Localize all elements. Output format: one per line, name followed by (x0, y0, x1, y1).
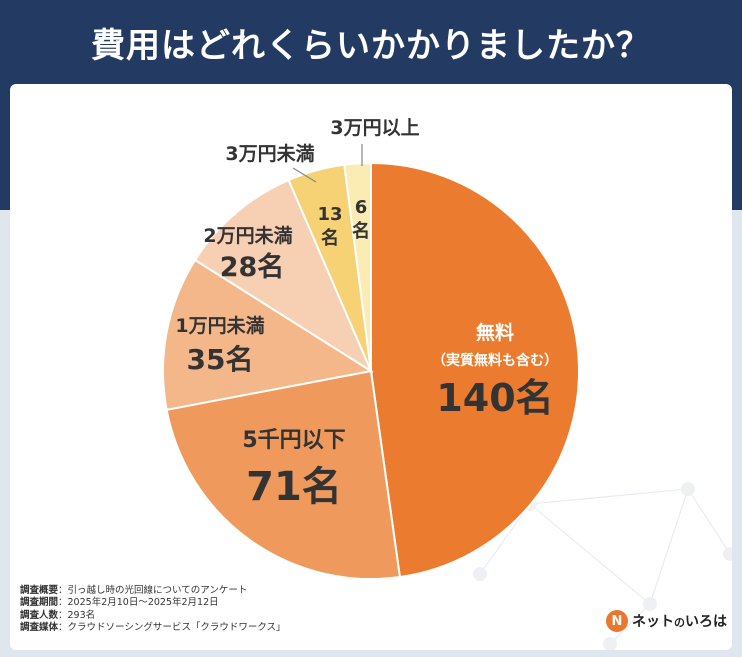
deco-node (473, 567, 487, 581)
logo-text: ネットのいろは (632, 611, 727, 631)
slice-label-30k-over: 3万円以上 (330, 117, 419, 139)
footer-key: 調査概要 (20, 585, 59, 596)
chart-card: 無料 （実質無料も含む） 140名 5千円以下 71名 1万円未満 35名 2万円未満 28名 3… (10, 84, 732, 650)
slice-value-10k: 35名 (187, 343, 254, 376)
survey-footer: 調査概要：引っ越し時の光回線についてのアンケート 調査期間：2025年2月10日… (20, 585, 286, 635)
slice-label-free: 無料 (476, 321, 514, 344)
footer-row-count: 調査人数：293名 (20, 610, 286, 622)
logo-text-part: いろは (685, 614, 727, 630)
leader-lines (292, 144, 363, 183)
deco-line (687, 488, 731, 555)
pie-labels: 無料 （実質無料も含む） 140名 5千円以下 71名 1万円未満 35名 2万円未満 28名 3… (175, 117, 558, 510)
slice-value-30k-under-unit: 名 (321, 227, 339, 249)
leader-line-30k-under (292, 167, 317, 183)
footer-key: 調査期間 (20, 597, 59, 609)
footer-value: ：引っ越し時の光回線についてのアンケート (58, 585, 248, 596)
page-title: 費用はどれくらいかかりましたか？ (91, 25, 651, 66)
slice-label-20k: 2万円未満 (203, 224, 292, 247)
pie-slice (165, 369, 402, 580)
slice-value-30k-under-num: 13 (317, 204, 342, 225)
deco-line (529, 503, 651, 605)
pie-slice (343, 161, 372, 372)
slice-value-5k: 71名 (246, 464, 342, 510)
deco-node (681, 482, 695, 496)
brand-logo: N ネットのいろは (606, 610, 727, 632)
slice-label-30k-under: 3万円未満 (225, 142, 314, 165)
logo-text-part: ネット (632, 614, 674, 630)
footer-value: ：2025年2月10日～2025年2月12日 (58, 597, 219, 609)
slice-value-free: 140名 (436, 376, 553, 420)
pie-slices (162, 161, 580, 580)
pie-slice (370, 161, 580, 579)
deco-node (723, 547, 732, 561)
slice-value-30k-over-unit: 名 (352, 220, 370, 242)
slice-label-5k: 5千円以下 (242, 428, 345, 453)
footer-key: 調査人数 (20, 609, 59, 621)
slice-sublabel-free: （実質無料も含む） (432, 352, 558, 369)
pie-slice (193, 178, 374, 374)
logo-icon: N (606, 610, 628, 632)
footer-value: ：クラウドソーシングサービス「クラウドワークス」 (58, 622, 286, 634)
deco-line (609, 603, 651, 645)
logo-text-part: の (674, 616, 685, 629)
pie-chart: 無料 （実質無料も含む） 140名 5千円以下 71名 1万円未満 35名 2万円未満 28名 3… (162, 117, 732, 650)
pie-slice (162, 258, 374, 411)
deco-node (603, 637, 617, 650)
deco-line (649, 488, 689, 605)
slice-value-30k-over-num: 6 (355, 197, 368, 218)
deco-line (529, 488, 689, 505)
slice-value-20k: 28名 (220, 251, 285, 283)
deco-node (643, 597, 657, 611)
footer-row-period: 調査期間：2025年2月10日～2025年2月12日 (20, 597, 286, 609)
footer-key: 調査媒体 (20, 622, 59, 634)
footer-value: ：293名 (58, 609, 96, 621)
slice-label-10k: 1万円未満 (175, 314, 264, 337)
footer-row-summary: 調査概要：引っ越し時の光回線についてのアンケート (20, 585, 286, 597)
footer-row-media: 調査媒体：クラウドソーシングサービス「クラウドワークス」 (20, 622, 286, 634)
